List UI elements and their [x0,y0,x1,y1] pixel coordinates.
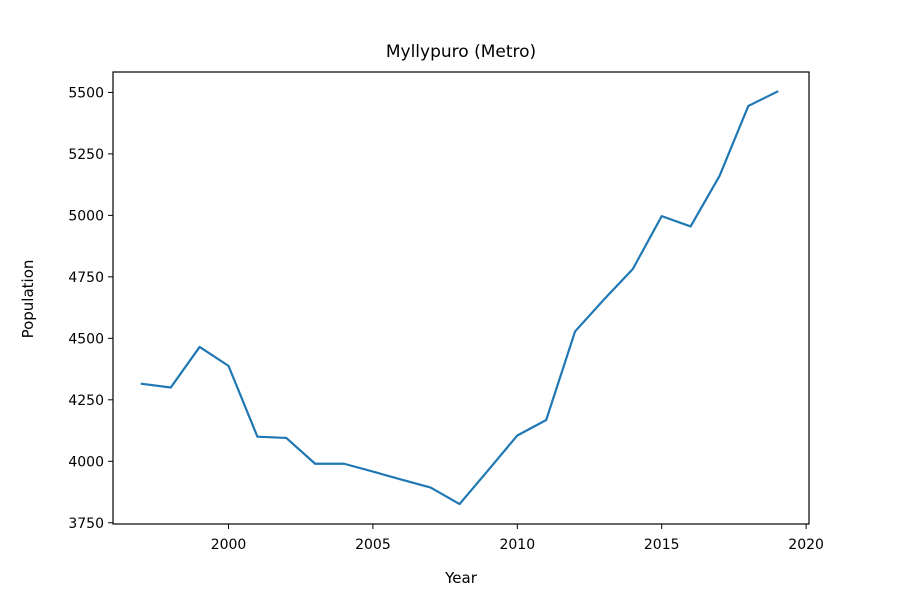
y-tick-label: 4250 [68,393,104,409]
x-tick-label: 2010 [499,537,535,553]
x-tick-label: 2005 [355,537,391,553]
y-axis-ticks: 3750 4000 4250 4500 4750 5000 5250 5500 [68,85,113,532]
plot-area-frame [112,71,810,525]
series-line [140,90,779,506]
y-tick-label: 5500 [68,85,104,101]
x-tick-label: 2015 [644,537,680,553]
x-axis-ticks: 2000 2005 2010 2015 2020 [211,524,824,553]
y-axis-title: Population [19,260,37,339]
y-tick-label: 5250 [68,147,104,163]
x-tick-label: 2000 [211,537,247,553]
series-layer [140,90,779,506]
y-tick-label: 4500 [68,331,104,347]
y-tick-label: 3750 [68,516,104,532]
chart-title: Myllypuro (Metro) [386,42,536,62]
y-tick-label: 4000 [68,454,104,470]
x-tick-label: 2020 [788,537,824,553]
x-axis-title: Year [444,569,478,587]
y-tick-label: 5000 [68,208,104,224]
y-tick-label: 4750 [68,270,104,286]
